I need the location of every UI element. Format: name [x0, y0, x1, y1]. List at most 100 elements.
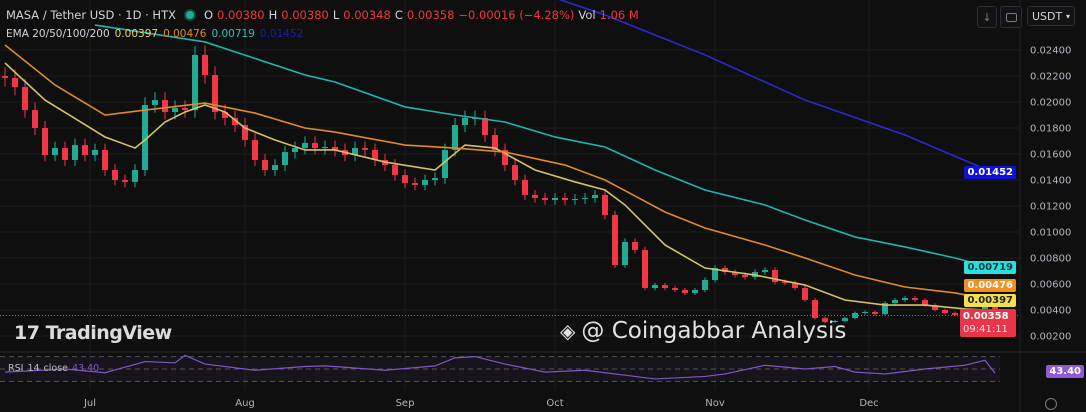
candle-body [522, 180, 528, 195]
ema200-price-label: 0.01452 [964, 166, 1016, 179]
candle-body [292, 148, 298, 153]
x-tick-label: Oct [546, 398, 563, 409]
y-tick-label: 0.02400 [1030, 46, 1071, 57]
candle-body [672, 288, 678, 290]
candle-body [572, 198, 578, 201]
candle-body [742, 275, 748, 277]
candle-body [212, 74, 218, 113]
low-value: 0.00348 [343, 8, 391, 22]
y-tick-label: 0.01000 [1030, 228, 1071, 239]
tradingview-logo: 17 TradingView [14, 322, 172, 344]
candle-body [192, 54, 198, 111]
candle-body [912, 298, 918, 300]
candle-body [592, 194, 598, 198]
candle-body [222, 112, 228, 118]
candle-body [162, 100, 168, 113]
currency-value: USDT [1032, 9, 1063, 23]
candle-body [552, 197, 558, 201]
tradingview-text: TradingView [45, 322, 173, 344]
candle-body [322, 146, 328, 149]
candle-body [142, 104, 148, 170]
candle-body [532, 194, 538, 198]
candle-body [872, 311, 878, 315]
last-price-label: 0.00358 09:41:11 [960, 309, 1016, 337]
close-label: C [394, 8, 403, 22]
tradingview-icon: 17 [14, 322, 46, 344]
x-tick-label: Nov [705, 398, 725, 409]
candle-body [82, 145, 88, 156]
arrow-down-icon: ↓ [982, 10, 992, 24]
candle-body [702, 279, 708, 290]
settings-icon[interactable] [1045, 398, 1057, 410]
candle-body [182, 107, 188, 111]
candle-body [462, 117, 468, 126]
candle-body [542, 197, 548, 201]
volume-label: Vol [578, 8, 596, 22]
candle-body [2, 76, 8, 78]
candle-body [432, 178, 438, 180]
candle-body [712, 268, 718, 280]
ema-legend[interactable]: EMA 20/50/100/200 0.00397 0.00476 0.0071… [6, 28, 303, 40]
y-tick-label: 0.00400 [1030, 306, 1071, 317]
x-tick-label: Aug [235, 398, 255, 409]
bar-countdown: 09:41:11 [963, 324, 1008, 335]
candle-body [652, 285, 658, 289]
candle-body [732, 272, 738, 276]
ema20-price-label: 0.00397 [964, 294, 1016, 307]
candle-body [332, 146, 338, 150]
ema100-price-label: 0.00719 [964, 261, 1016, 274]
symbol-title[interactable]: MASA / Tether USD · 1D · HTX [6, 8, 176, 22]
candle-body [492, 135, 498, 150]
candle-body [842, 318, 848, 322]
candle-body [152, 100, 158, 105]
candle-body [72, 145, 78, 160]
rsi-label: RSI [8, 363, 24, 374]
candle-body [792, 282, 798, 289]
rsi-value-label: 43.40 [1046, 365, 1084, 378]
ema50-price-label: 0.00476 [964, 279, 1016, 292]
candle-body [362, 148, 368, 150]
candle-body [272, 165, 278, 170]
currency-select[interactable]: USDT ▾ [1027, 6, 1075, 26]
ema-label: EMA 20/50/100/200 [6, 28, 110, 40]
candle-body [242, 125, 248, 140]
ema200-value: 0.01452 [259, 28, 304, 40]
candle-body [862, 311, 868, 313]
publisher-text: @ Coingabbar Analysis [581, 318, 847, 344]
close-value: 0.00358 [406, 8, 455, 22]
candle-body [942, 310, 948, 313]
candle-body [822, 318, 828, 322]
ema100-line [94, 24, 996, 270]
candle-body [352, 148, 358, 156]
y-tick-label: 0.00800 [1030, 254, 1071, 265]
candle-body [622, 242, 628, 266]
candle-body [302, 142, 308, 149]
y-tick-label: 0.02200 [1030, 72, 1071, 83]
chevron-down-icon: ▾ [1065, 11, 1070, 21]
candle-body [762, 269, 768, 273]
ema50-line [4, 44, 996, 301]
y-tick-label: 0.00600 [1030, 280, 1071, 291]
market-status-icon [185, 11, 194, 19]
candle-body [582, 197, 588, 199]
candle-body [12, 77, 18, 88]
candle-body [202, 54, 208, 75]
candle-body [52, 148, 58, 156]
download-button[interactable]: ↓ [977, 6, 997, 28]
candle-body [172, 107, 178, 113]
x-tick-label: Jul [83, 398, 96, 409]
y-tick-label: 0.02000 [1030, 98, 1071, 109]
x-tick-label: Sep [396, 398, 415, 409]
fullscreen-button[interactable] [1000, 6, 1022, 28]
candle-body [282, 152, 288, 166]
ema100-value: 0.00719 [211, 28, 255, 40]
publisher-watermark: ◈ @ Coingabbar Analysis [560, 318, 846, 344]
y-tick-label: 0.00200 [1030, 332, 1071, 343]
candle-body [22, 87, 28, 111]
rsi-legend[interactable]: RSI 14 close 43.40 [8, 363, 99, 374]
rsi-length: 14 [27, 363, 40, 374]
y-tick-label: 0.01800 [1030, 124, 1071, 135]
candle-body [932, 305, 938, 310]
open-label: O [203, 8, 214, 22]
